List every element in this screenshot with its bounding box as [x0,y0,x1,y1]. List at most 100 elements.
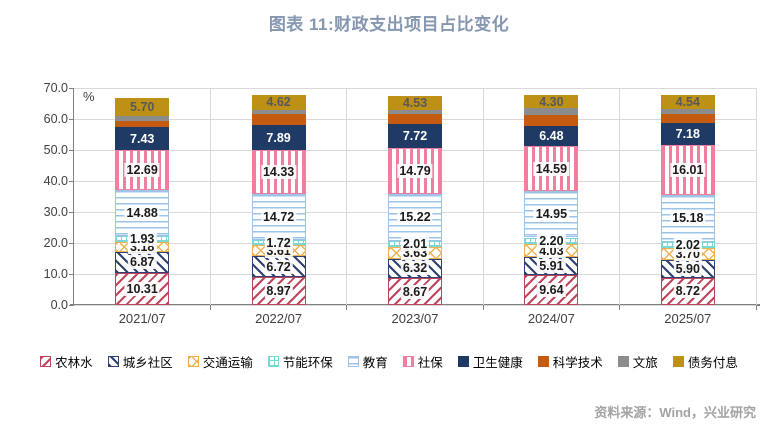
y-axis-tick-label: 10.0 [43,267,68,281]
bar-segment-卫生健康 [115,127,170,151]
bar-segment-科学技术 [251,114,306,126]
stacked-bar-2023/07: 8.67 6.32 3.63 2.01 15.22 14.79 7.72 4.53 [388,88,442,305]
y-axis-tick-label: 30.0 [43,205,68,219]
bar-segment-科学技术 [524,114,579,126]
bar-segment-label-教育: 15.22 [397,210,433,225]
gridline-vertical [755,88,757,305]
bar-segment-卫生健康 [660,123,715,146]
legend-label: 城乡社区 [122,356,173,370]
y-axis-tick [69,87,74,89]
legend-item-节能环保: 节能环保 [267,352,333,371]
bar-segment-label-债务付息: 4.54 [675,95,700,110]
bar-segment-label-城乡社区: 6.87 [128,255,157,270]
bar-segment-label-教育: 14.72 [260,210,297,225]
x-axis-tick [619,305,621,310]
y-axis-tick [69,118,74,120]
bar-segment-科学技术 [115,120,170,128]
bar-segment-label-债务付息: 4.30 [539,94,564,109]
y-axis-tick [69,304,74,306]
legend-swatch-icon [617,356,629,367]
bar-segment-文旅 [115,115,170,121]
bar-segment-label-卫生健康: 7.89 [266,130,291,145]
gridline-horizontal [74,87,756,89]
y-axis-tick-label: 50.0 [43,143,68,157]
bar-segment-债务付息 [251,95,306,110]
legend-swatch-icon [457,356,469,367]
legend-label: 交通运输 [202,356,253,370]
bar-segment-label-节能环保: 2.02 [673,238,702,253]
bar-segment-科学技术 [660,114,715,123]
legend-label: 卫生健康 [472,356,523,370]
legend-label: 债务付息 [687,356,738,370]
y-axis-tick [69,149,74,151]
legend-label: 教育 [362,356,388,370]
legend-swatch-icon [672,356,684,367]
legend-item-教育: 教育 [347,352,388,371]
bar-segment-label-教育: 15.18 [670,211,706,226]
y-axis-tick-label: 60.0 [43,112,68,126]
y-axis-tick-label: 70.0 [43,81,68,95]
legend-label: 文旅 [632,356,658,370]
y-axis-unit-label: % [83,89,95,104]
legend-swatch-icon [107,356,119,367]
bar-segment-label-农林水: 8.67 [400,284,430,299]
chart-title: 图表 11:财政支出项目占比变化 [268,15,510,34]
legend-label: 节能环保 [282,356,333,370]
x-axis-label: 2021/07 [118,311,166,326]
bar-segment-卫生健康 [524,125,579,146]
legend-swatch-icon [347,356,359,367]
y-axis-tick-label: 40.0 [43,174,68,188]
bar-segment-债务付息 [388,95,442,110]
bar-segment-文旅 [524,108,579,115]
bar-segment-label-城乡社区: 6.72 [264,259,293,274]
bar-segment-label-城乡社区: 5.91 [537,258,566,273]
bar-segment-卫生健康 [251,125,306,150]
bar-segment-债务付息 [115,98,170,116]
y-axis-tick-label: 20.0 [43,236,68,250]
bar-segment-label-农林水: 10.31 [124,282,160,297]
x-axis-tick [346,305,348,310]
gridline-vertical [209,88,211,305]
source-note: 资料来源：Wind，兴业研究 [594,405,756,420]
bar-segment-label-教育: 14.95 [533,207,570,222]
x-axis-label: 2022/07 [255,311,303,326]
bar-segment-label-农林水: 9.64 [537,283,566,298]
gridline-vertical [346,88,348,305]
y-axis-tick [69,273,74,275]
stacked-bar-2022/07: 8.97 6.72 3.61 1.72 14.72 14.33 7.89 4.62 [251,88,306,305]
plot-area: % 0.0 10.0 20.0 30.0 40.0 50.0 60.0 70.0 10.31 6.… [44,81,757,326]
bar-segment-label-节能环保: 1.93 [128,231,157,246]
bar-segment-label-城乡社区: 6.32 [400,261,430,276]
legend-swatch-icon [187,356,199,367]
bar-segment-label-卫生健康: 7.43 [130,131,155,146]
bar-segment-卫生健康 [388,124,442,149]
bar-segment-文旅 [660,109,715,115]
legend-swatch-icon [402,356,414,367]
x-axis-label: 2024/07 [527,311,575,326]
legend-item-城乡社区: 城乡社区 [107,352,173,371]
legend-swatch-icon [267,356,279,367]
bar-segment-label-农林水: 8.72 [673,284,702,299]
x-axis-tick [755,305,757,310]
x-axis-tick [482,305,484,310]
bar-segment-label-卫生健康: 6.48 [539,128,564,143]
legend-item-科学技术: 科学技术 [537,352,603,371]
x-axis-tick [209,305,211,310]
bar-segment-label-社保: 16.01 [670,163,706,178]
legend-item-文旅: 文旅 [617,352,658,371]
bar-segment-label-农林水: 8.97 [264,284,293,299]
x-axis-label: 2023/07 [391,311,439,326]
bar-segment-label-节能环保: 2.20 [537,233,566,248]
bar-segment-文旅 [388,109,442,115]
legend-swatch-icon [40,356,52,367]
legend-item-交通运输: 交通运输 [187,352,253,371]
legend-item-债务付息: 债务付息 [672,352,738,371]
bar-segment-债务付息 [524,95,579,109]
y-axis-tick [69,211,74,213]
bar-segment-label-节能环保: 1.72 [264,235,293,250]
bar-segment-label-社保: 14.59 [533,161,570,176]
stacked-bar-2021/07: 10.31 6.87 3.18 1.93 14.88 12.69 7.43 5.70 [115,88,170,305]
y-axis-tick-label: 0.0 [50,298,68,312]
y-axis-line [73,88,74,305]
legend-item-社保: 社保 [402,352,443,371]
